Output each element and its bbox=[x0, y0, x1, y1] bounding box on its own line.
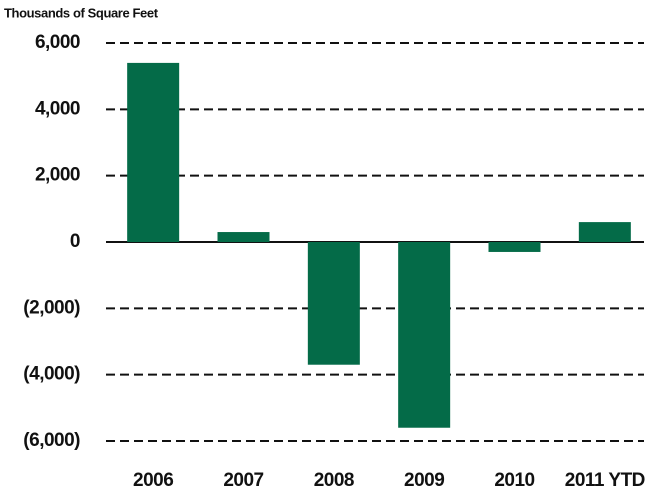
x-tick-label: 2009 bbox=[404, 470, 444, 491]
bar bbox=[127, 62, 180, 243]
y-tick-label: (6,000) bbox=[23, 430, 80, 451]
bar bbox=[217, 232, 270, 242]
y-tick-label: 0 bbox=[70, 231, 80, 252]
bar bbox=[307, 242, 360, 365]
bar bbox=[488, 242, 541, 252]
bar bbox=[578, 222, 631, 242]
x-tick-label: 2011 YTD bbox=[565, 470, 645, 491]
y-tick-label: 4,000 bbox=[35, 98, 80, 119]
y-axis-label: Thousands of Square Feet bbox=[4, 5, 159, 20]
x-tick-label: 2006 bbox=[133, 470, 173, 491]
bar bbox=[398, 242, 451, 428]
y-tick-label: (4,000) bbox=[23, 364, 80, 385]
x-tick-label: 2010 bbox=[494, 470, 534, 491]
y-tick-label: 2,000 bbox=[35, 165, 80, 186]
x-tick-label: 2008 bbox=[314, 470, 354, 491]
x-tick-label: 2007 bbox=[223, 470, 263, 491]
y-tick-label: (2,000) bbox=[23, 297, 80, 318]
y-tick-label: 6,000 bbox=[35, 32, 80, 53]
